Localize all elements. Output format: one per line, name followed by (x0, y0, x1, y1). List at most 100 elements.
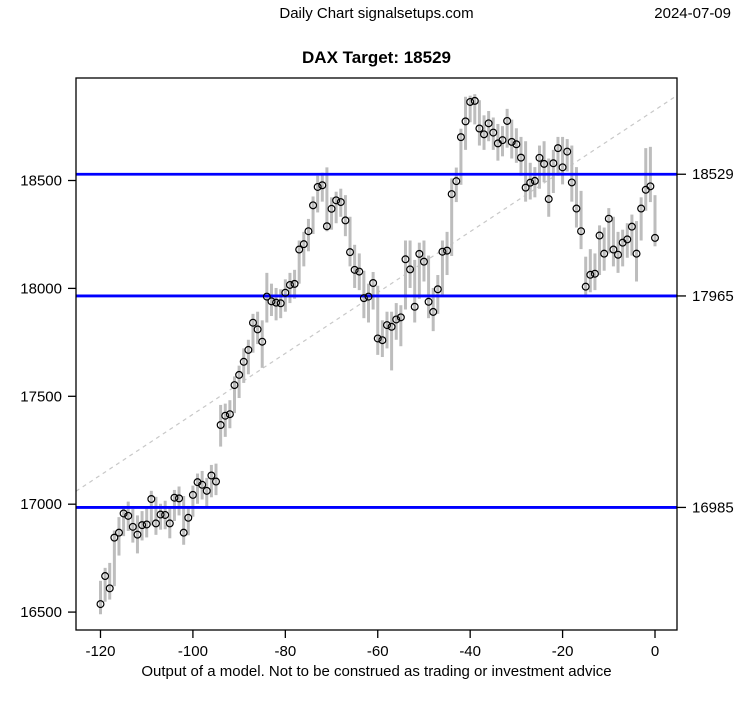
close-marker (410, 302, 419, 311)
header-title: Daily Chart signalsetups.com (279, 5, 474, 22)
close-marker (207, 471, 216, 480)
close-marker (281, 288, 290, 297)
y-axis-label: 17000 (20, 496, 62, 513)
close-marker (507, 137, 516, 146)
plot-border (75, 77, 678, 631)
close-marker (253, 325, 262, 334)
close-marker (480, 130, 489, 139)
close-marker (346, 248, 355, 257)
close-marker (313, 182, 322, 191)
close-marker (262, 292, 271, 301)
price-level-label: 18529 (692, 166, 734, 183)
close-marker (179, 528, 188, 537)
close-marker (299, 240, 308, 249)
close-marker (248, 318, 257, 327)
close-marker (239, 357, 248, 366)
close-marker (609, 245, 618, 254)
close-marker (142, 520, 151, 529)
close-marker (285, 280, 294, 289)
close-marker (466, 97, 475, 106)
x-axis-label: -100 (178, 643, 208, 660)
x-axis-label: -60 (367, 643, 389, 660)
close-marker (373, 334, 382, 343)
y-axis-label: 16500 (20, 604, 62, 621)
close-marker (461, 117, 470, 126)
close-marker (637, 204, 646, 213)
close-marker (595, 231, 604, 240)
close-marker (198, 480, 207, 489)
close-marker (470, 96, 479, 105)
close-marker (567, 178, 576, 187)
close-marker (415, 249, 424, 258)
close-marker (475, 124, 484, 133)
close-marker (378, 336, 387, 345)
close-marker (530, 176, 539, 185)
close-marker (225, 410, 234, 419)
close-marker (332, 196, 341, 205)
close-marker (276, 299, 285, 308)
close-marker (258, 337, 267, 346)
close-marker (244, 345, 253, 354)
close-marker (396, 313, 405, 322)
close-marker (521, 183, 530, 192)
close-marker (387, 322, 396, 331)
close-marker (161, 510, 170, 519)
y-axis-label: 17500 (20, 388, 62, 405)
x-axis-label: -120 (85, 643, 115, 660)
x-axis-label: 0 (651, 643, 659, 660)
close-marker (516, 153, 525, 162)
close-marker (614, 250, 623, 259)
close-marker (336, 198, 345, 207)
x-axis-label: -20 (552, 643, 574, 660)
close-marker (498, 136, 507, 145)
y-axis-label: 18000 (20, 280, 62, 297)
close-marker (96, 600, 105, 609)
close-marker (443, 246, 452, 255)
close-marker (290, 279, 299, 288)
close-marker (216, 420, 225, 429)
header-date: 2024-07-09 (654, 5, 731, 22)
close-marker (452, 177, 461, 186)
close-marker (230, 381, 239, 390)
close-marker (212, 477, 221, 486)
close-marker (581, 282, 590, 291)
chart-title: DAX Target: 18529 (302, 48, 451, 67)
close-marker (632, 249, 641, 258)
close-marker (424, 297, 433, 306)
close-marker (184, 513, 193, 522)
close-marker (590, 269, 599, 278)
close-marker (318, 181, 327, 190)
close-marker (193, 478, 202, 487)
close-marker (133, 530, 142, 539)
close-marker (526, 178, 535, 187)
close-marker (151, 519, 160, 528)
close-marker (119, 509, 128, 518)
close-marker (512, 140, 521, 149)
close-marker (175, 494, 184, 503)
close-marker (429, 307, 438, 316)
close-marker (101, 572, 110, 581)
close-marker (221, 411, 230, 420)
close-marker (447, 190, 456, 199)
close-marker (350, 265, 359, 274)
close-marker (165, 519, 174, 528)
price-level-label: 16985 (692, 499, 734, 516)
close-marker (156, 510, 165, 519)
close-marker (341, 216, 350, 225)
close-marker (586, 270, 595, 279)
close-marker (558, 163, 567, 172)
close-marker (309, 201, 318, 210)
close-marker (646, 182, 655, 191)
close-marker (147, 495, 156, 504)
close-marker (267, 297, 276, 306)
close-marker (456, 133, 465, 142)
close-marker (295, 245, 304, 254)
close-marker (364, 292, 373, 301)
close-marker (355, 267, 364, 276)
close-marker (188, 490, 197, 499)
close-marker (419, 257, 428, 266)
close-marker (563, 147, 572, 156)
disclaimer-text: Output of a model. Not to be construed a… (141, 663, 612, 680)
